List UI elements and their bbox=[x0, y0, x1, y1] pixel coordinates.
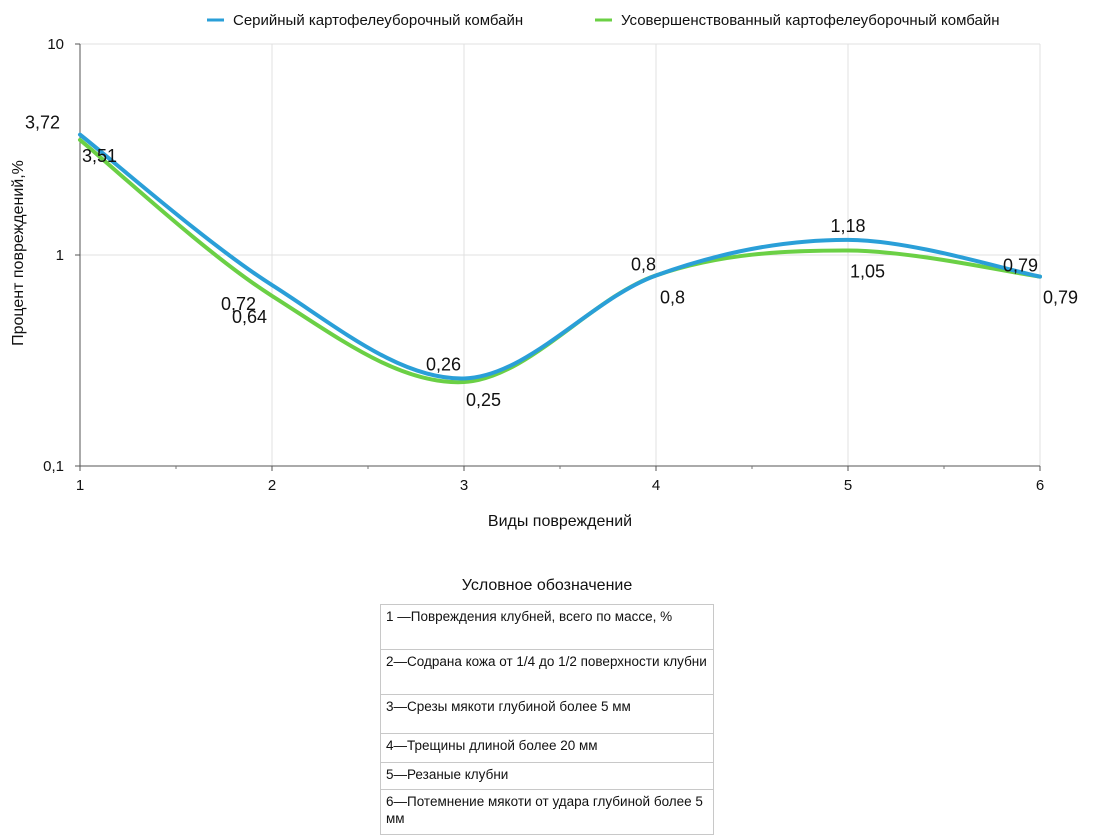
data-label-improved: 1,05 bbox=[850, 262, 885, 282]
y-tick-label: 0,1 bbox=[43, 458, 64, 475]
chart-series bbox=[78, 132, 1042, 385]
y-tick-label: 10 bbox=[47, 36, 64, 53]
chart-data-labels: 3,72 0,72 0,26 0,8 1,18 0,79 3,51 0,64 0,25 0,8 1,… bbox=[25, 113, 1078, 410]
x-tick-label: 6 bbox=[1036, 477, 1044, 494]
legend-table-row: 3—Срезы мякоти глубиной более 5 мм bbox=[380, 694, 714, 734]
chart-legend: Серийный картофелеуборочный комбайн Усов… bbox=[207, 12, 1000, 29]
data-label-serial: 0,26 bbox=[426, 354, 461, 374]
legend-table-cell: 3—Срезы мякоти глубиной более 5 мм bbox=[380, 694, 714, 734]
data-label-serial: 0,72 bbox=[221, 294, 256, 314]
data-label-improved: 0,8 bbox=[660, 287, 685, 307]
series-line-improved bbox=[78, 137, 1042, 385]
data-label-serial: 1,18 bbox=[830, 216, 865, 236]
x-tick-label: 2 bbox=[268, 477, 276, 494]
x-tick-label: 1 bbox=[76, 477, 84, 494]
x-axis-title: Виды повреждений bbox=[488, 513, 632, 530]
legend-table: 1 —Повреждения клубней, всего по массе, … bbox=[380, 604, 714, 835]
data-label-serial: 0,8 bbox=[631, 254, 656, 274]
y-tick-label: 1 bbox=[56, 247, 64, 264]
data-label-serial: 3,72 bbox=[25, 113, 60, 133]
x-tick-label: 5 bbox=[844, 477, 852, 494]
legend-table-row: 2—Содрана кожа от 1/4 до 1/2 поверхности… bbox=[380, 649, 714, 695]
legend-label-improved: Усовершенствованный картофелеуборочный к… bbox=[621, 12, 1000, 29]
legend-table-cell: 5—Резаные клубни bbox=[380, 762, 714, 790]
chart-axes: 1 2 3 4 5 6 0,1 1 10 bbox=[43, 36, 1044, 494]
legend-label-serial: Серийный картофелеуборочный комбайн bbox=[233, 12, 523, 29]
line-chart: Серийный картофелеуборочный комбайн Усов… bbox=[10, 12, 1078, 530]
legend-table-row: 6—Потемнение мякоти от удара глубиной бо… bbox=[380, 789, 714, 835]
legend-table-cell: 6—Потемнение мякоти от удара глубиной бо… bbox=[380, 789, 714, 835]
series-line-serial bbox=[78, 132, 1042, 381]
legend-table-cell: 1 —Повреждения клубней, всего по массе, … bbox=[380, 604, 714, 650]
legend-table-cell: 4—Трещины длиной более 20 мм bbox=[380, 733, 714, 763]
legend-table-row: 5—Резаные клубни bbox=[380, 762, 714, 790]
data-label-improved: 0,25 bbox=[466, 390, 501, 410]
data-label-improved: 0,79 bbox=[1043, 288, 1078, 308]
y-axis-title: Процент повреждений,% bbox=[10, 160, 27, 346]
x-tick-label: 4 bbox=[652, 477, 660, 494]
legend-table-cell: 2—Содрана кожа от 1/4 до 1/2 поверхности… bbox=[380, 649, 714, 695]
data-label-improved: 3,51 bbox=[82, 146, 117, 166]
legend-table-caption: Условное обозначение bbox=[461, 577, 633, 594]
x-tick-label: 3 bbox=[460, 477, 468, 494]
data-label-improved: 0,64 bbox=[232, 307, 267, 327]
data-label-serial: 0,79 bbox=[1003, 256, 1038, 276]
legend-table-row: 1 —Повреждения клубней, всего по массе, … bbox=[380, 604, 714, 650]
legend-table-row: 4—Трещины длиной более 20 мм bbox=[380, 733, 714, 763]
